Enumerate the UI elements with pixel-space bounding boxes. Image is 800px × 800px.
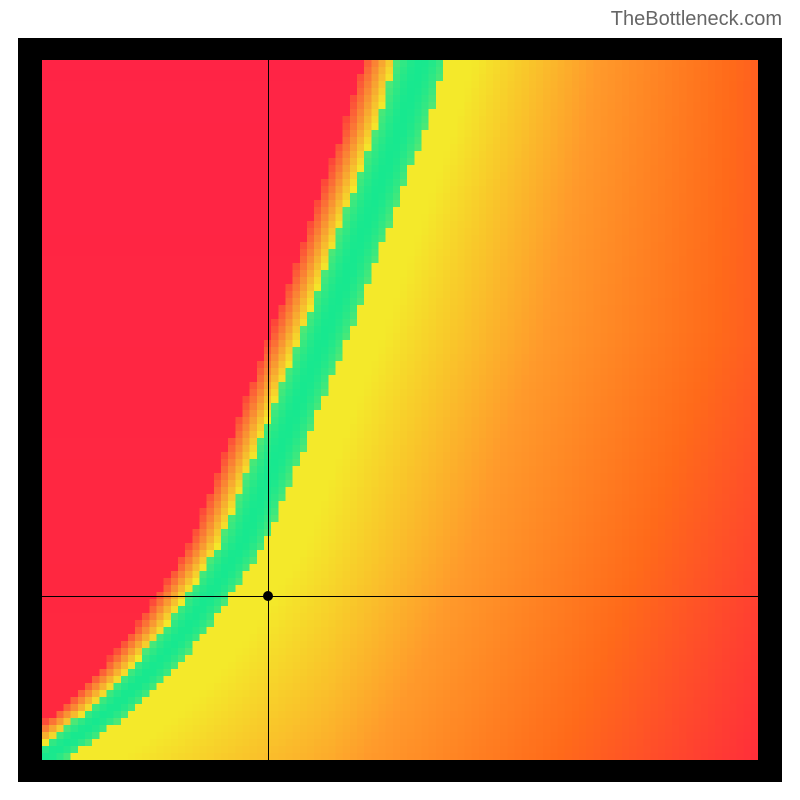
chart-inner-area [42,60,758,760]
chart-outer-frame [18,38,782,782]
heatmap-canvas [42,60,758,760]
crosshair-vertical [268,60,269,760]
marker-dot [263,591,273,601]
page-container: TheBottleneck.com [0,0,800,800]
crosshair-horizontal [42,596,758,597]
watermark-text: TheBottleneck.com [611,8,782,31]
